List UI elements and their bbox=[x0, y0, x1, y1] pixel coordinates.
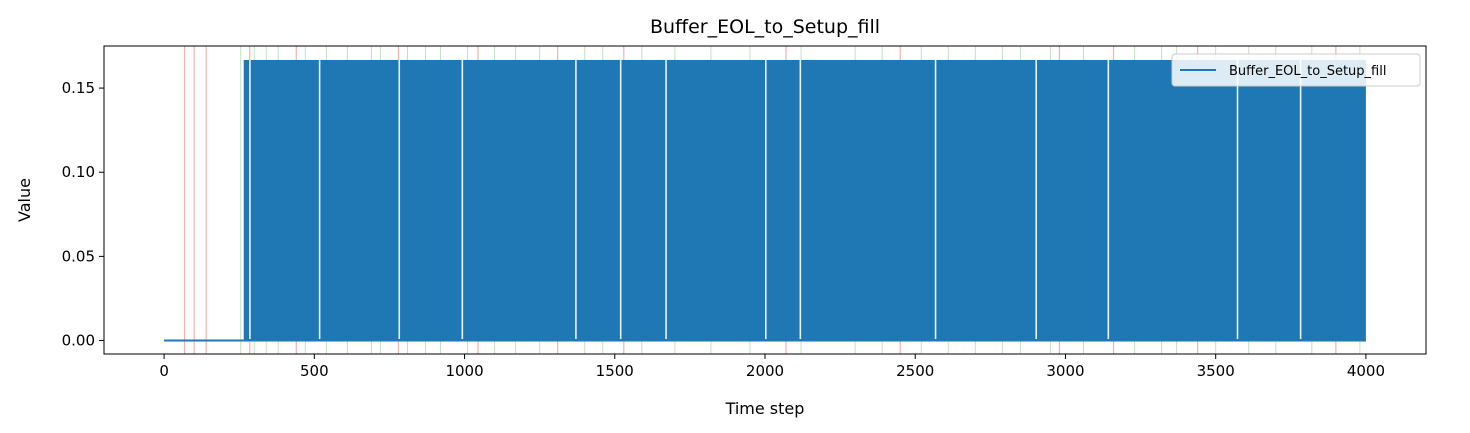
x-tick-label: 3500 bbox=[1197, 362, 1235, 380]
series-gap bbox=[575, 59, 577, 340]
legend: Buffer_EOL_to_Setup_fill bbox=[1171, 53, 1421, 87]
series-gap bbox=[1299, 59, 1302, 340]
x-axis-label: Time step bbox=[725, 399, 805, 418]
y-tick-label: 0.15 bbox=[62, 79, 95, 97]
x-tick-label: 2000 bbox=[746, 362, 784, 380]
y-tick-label: 0.05 bbox=[62, 247, 95, 265]
series-gap bbox=[461, 59, 464, 340]
series-gap bbox=[1035, 59, 1038, 340]
series-gap bbox=[1107, 59, 1110, 340]
series-gap bbox=[249, 59, 251, 340]
x-tick-label: 3000 bbox=[1046, 362, 1084, 380]
x-axis: 0 500 1000 1500 2000 2500 3000 3500 4000 bbox=[159, 354, 1385, 380]
series-gap bbox=[799, 59, 802, 340]
series-layer bbox=[164, 59, 1366, 342]
y-axis-label: Value bbox=[15, 178, 34, 222]
x-tick-label: 4000 bbox=[1347, 362, 1385, 380]
series-gap bbox=[934, 59, 937, 340]
y-axis: 0.00 0.05 0.10 0.15 bbox=[62, 79, 104, 350]
legend-box bbox=[1171, 53, 1421, 87]
x-tick-label: 0 bbox=[159, 362, 169, 380]
series-gap bbox=[1236, 59, 1239, 340]
x-tick-label: 500 bbox=[300, 362, 329, 380]
series-gap bbox=[318, 59, 321, 340]
chart-title: Buffer_EOL_to_Setup_fill bbox=[650, 16, 880, 38]
series-gap bbox=[765, 59, 767, 340]
y-tick-label: 0.00 bbox=[62, 332, 95, 350]
y-tick-label: 0.10 bbox=[62, 163, 95, 181]
x-tick-label: 2500 bbox=[896, 362, 934, 380]
series-switching-block bbox=[243, 59, 1366, 341]
series-gap bbox=[619, 59, 622, 340]
x-tick-label: 1500 bbox=[596, 362, 634, 380]
series-gap bbox=[665, 59, 667, 340]
x-tick-label: 1000 bbox=[445, 362, 483, 380]
series-gap bbox=[398, 59, 401, 340]
legend-label: Buffer_EOL_to_Setup_fill bbox=[1229, 64, 1386, 79]
